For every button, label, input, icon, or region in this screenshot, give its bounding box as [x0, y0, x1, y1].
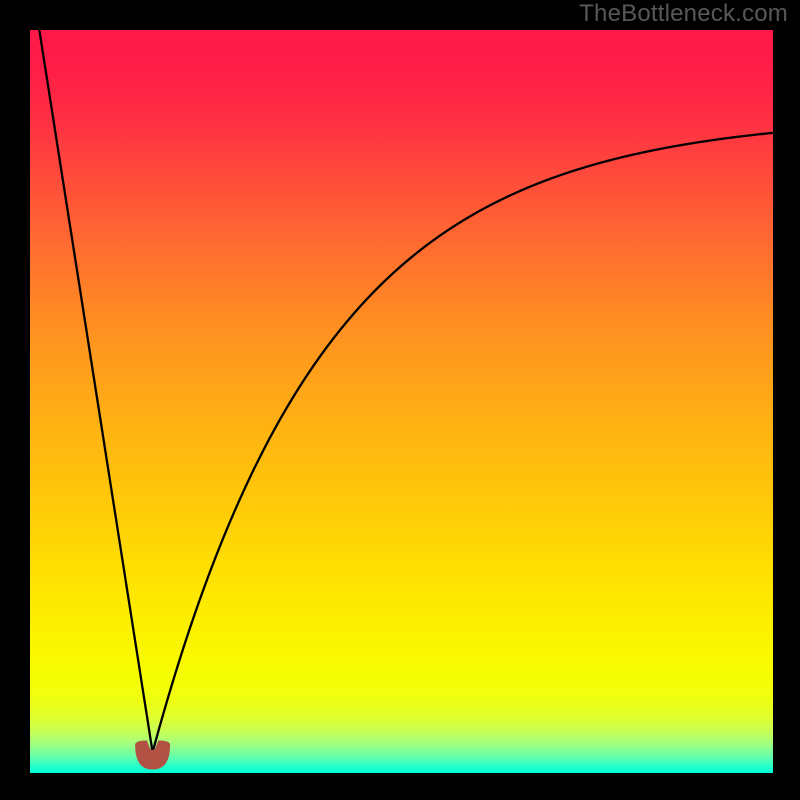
chart-container: TheBottleneck.com — [0, 0, 800, 800]
watermark-text: TheBottleneck.com — [579, 0, 788, 28]
chart-background-gradient — [30, 30, 773, 773]
bottleneck-chart — [0, 0, 800, 800]
